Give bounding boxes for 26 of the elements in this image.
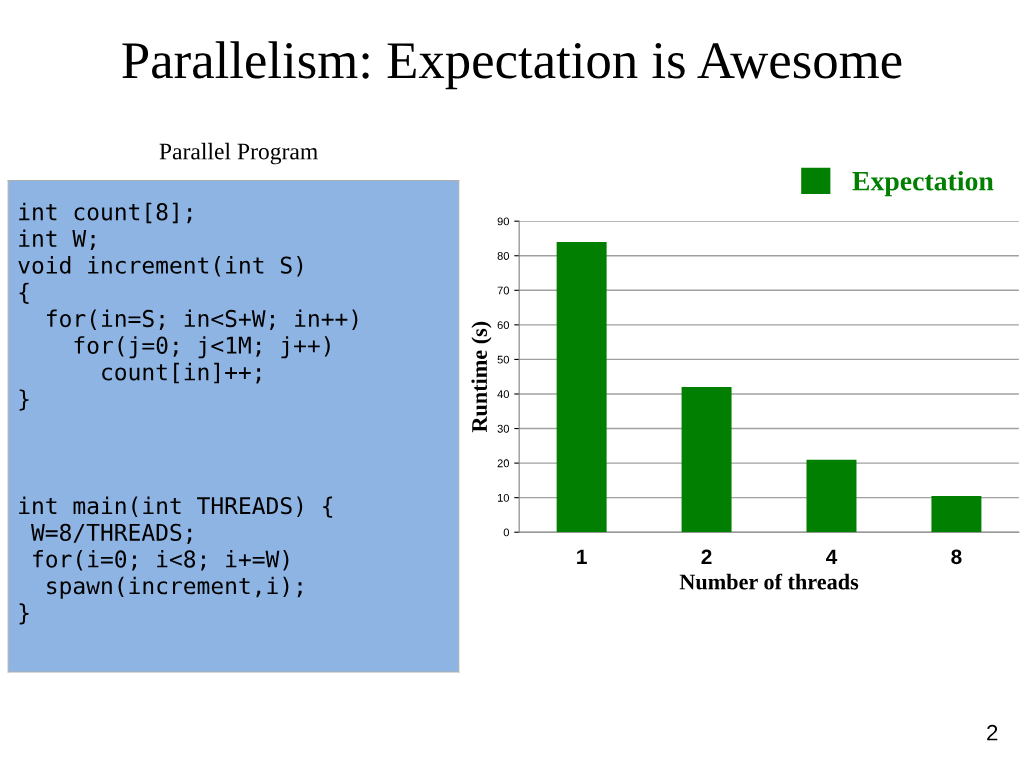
chart-title: Parallelism: Expectation is Awesome [122,41,902,90]
text: int count[8]; int W; void increment(int S) { for(in=S; in<S+W; in++) for(j=0; j<1M; j++) count[in]++; } [18,202,358,411]
bar [556,241,607,533]
bar [931,495,982,533]
y-tick-label: 80 [497,252,510,260]
bar [681,387,732,533]
text: 2 [987,724,998,741]
y-tick-label: 90 [497,217,510,226]
x-tick-label: 2 [701,549,712,564]
y-tick-label: 0 [503,528,510,537]
x-tick-label: 4 [826,549,838,564]
y-tick-label: 70 [497,286,510,295]
text: int main(int THREADS) { W=8/THREADS; for(i=0; i<8; i+=W) spawn(increment,i); } [19,496,333,625]
y-tick-label: 50 [497,355,510,364]
y-tick-label: 40 [497,390,510,399]
x-tick-label: 8 [951,549,962,565]
legend-label: Expectation [852,170,994,197]
y-tick-label: 30 [497,424,510,433]
bar [806,459,857,533]
x-tick-label: 1 [577,549,587,564]
x-axis-title: Number of threads [679,573,859,590]
y-axis-title: Runtime (s) [471,321,492,433]
y-tick-label: 10 [497,493,510,502]
y-tick-label: 20 [497,459,510,468]
y-tick-label: 60 [497,321,510,329]
text: Parallel Program [159,142,318,165]
